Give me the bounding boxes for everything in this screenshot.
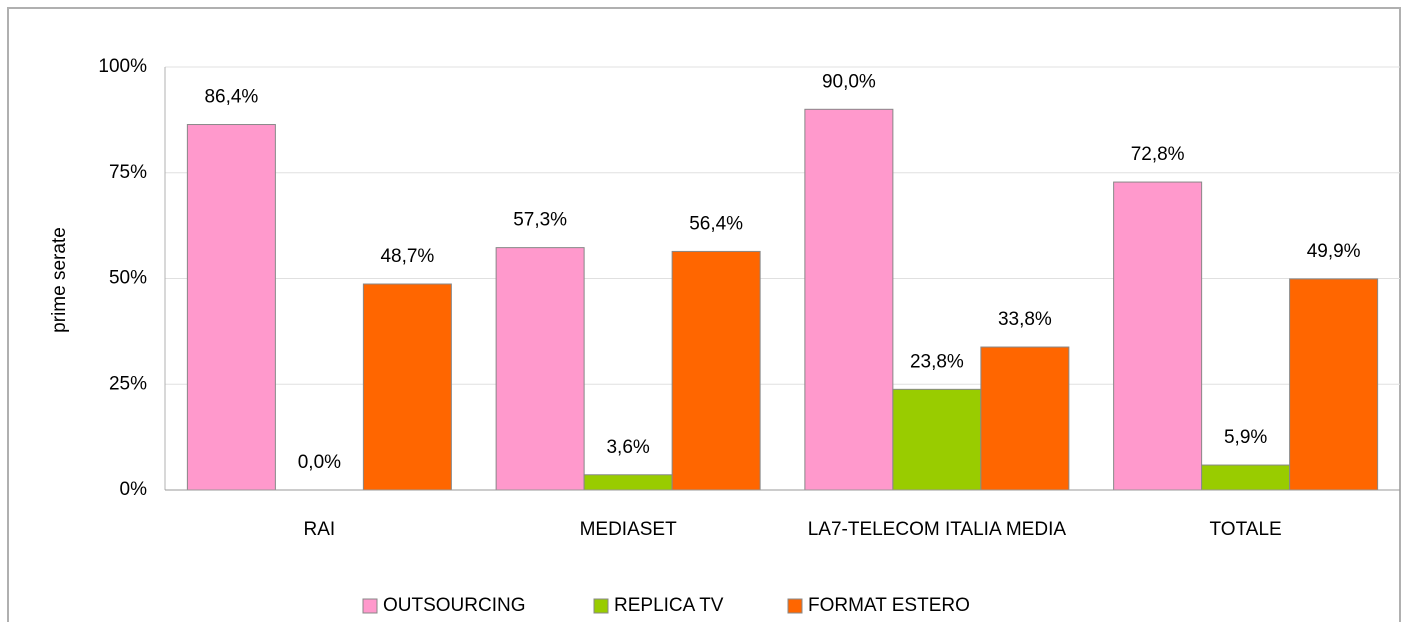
legend-label: OUTSOURCING (383, 595, 526, 616)
legend-swatch (362, 598, 378, 614)
bar (1201, 464, 1291, 491)
bar (186, 124, 276, 491)
data-label: 90,0% (822, 71, 876, 92)
data-label: 23,8% (910, 351, 964, 372)
data-label: 49,9% (1307, 241, 1361, 262)
data-label: 0,0% (298, 452, 341, 473)
bar (1289, 278, 1379, 491)
x-tick-label: TOTALE (1209, 519, 1282, 540)
data-label: 3,6% (606, 437, 649, 458)
x-tick-label: RAI (303, 519, 336, 540)
y-tick-label: 0% (120, 479, 148, 500)
bar (583, 474, 673, 491)
data-label: 72,8% (1131, 144, 1185, 165)
data-label: 57,3% (513, 210, 567, 231)
bar (804, 108, 894, 491)
legend-swatch (593, 598, 609, 614)
data-label: 56,4% (689, 213, 743, 234)
chart-frame (7, 7, 1401, 622)
y-tick-label: 25% (109, 373, 147, 394)
x-tick-label: LA7-TELECOM ITALIA MEDIA (807, 519, 1067, 540)
y-tick-label: 100% (98, 56, 147, 77)
data-label: 48,7% (380, 246, 434, 267)
y-tick-label: 75% (109, 162, 147, 183)
x-tick-label: MEDIASET (579, 519, 677, 540)
legend-swatch (787, 598, 803, 614)
data-label: 33,8% (998, 309, 1052, 330)
bar (980, 346, 1070, 491)
bar (892, 388, 982, 491)
data-label: 86,4% (204, 87, 258, 108)
y-tick-label: 50% (109, 268, 147, 289)
data-label: 5,9% (1224, 427, 1267, 448)
bar (495, 247, 585, 491)
bar (362, 283, 452, 491)
legend-label: REPLICA TV (614, 595, 724, 616)
bar (1113, 181, 1203, 491)
y-axis-title: prime serate (49, 227, 70, 333)
bar (671, 250, 761, 491)
legend-label: FORMAT ESTERO (808, 595, 970, 616)
